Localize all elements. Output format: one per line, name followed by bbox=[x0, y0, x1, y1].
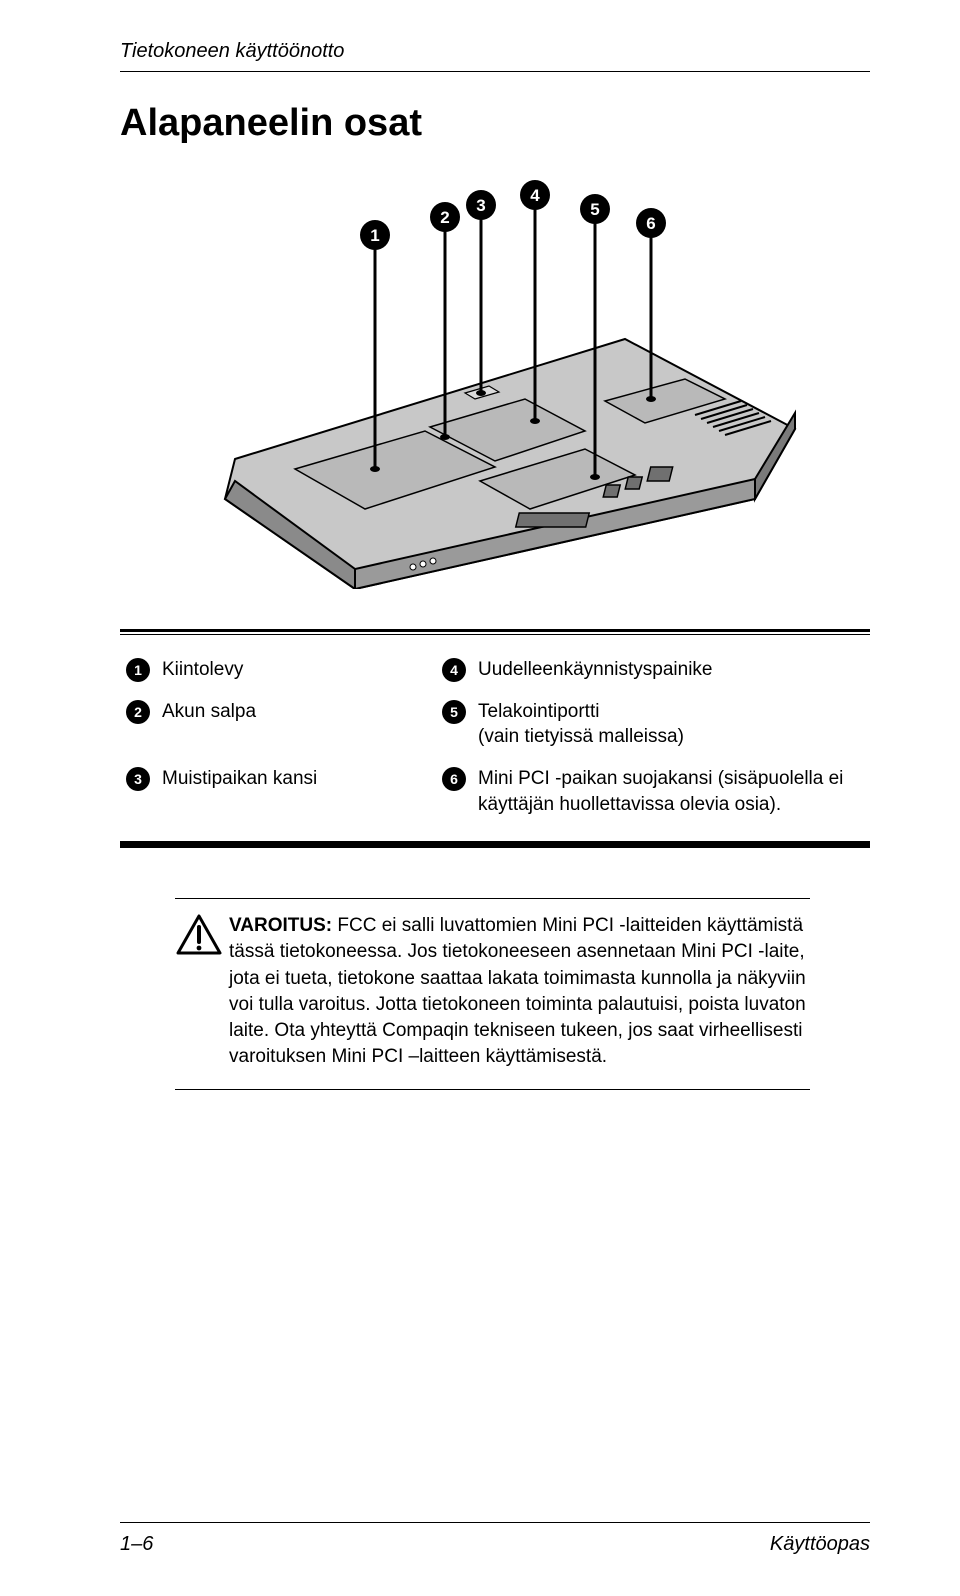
part-number: 2 bbox=[126, 700, 150, 724]
warning-body: FCC ei salli luvattomien Mini PCI -laitt… bbox=[229, 915, 806, 1067]
part-description: Akun salpa bbox=[156, 691, 436, 758]
callout-4: 4 bbox=[530, 186, 540, 205]
callout-3: 3 bbox=[476, 196, 485, 215]
part-number: 5 bbox=[442, 700, 466, 724]
callout-1: 1 bbox=[370, 226, 379, 245]
section-title: Alapaneelin osat bbox=[120, 102, 870, 145]
warning-text: VAROITUS: FCC ei salli luvattomien Mini … bbox=[229, 913, 810, 1070]
part-description: Telakointiportti(vain tietyissä malleiss… bbox=[472, 691, 870, 758]
page-footer: 1–6 Käyttöopas bbox=[120, 1522, 870, 1556]
part-description: Uudelleenkäynnistyspainike bbox=[472, 649, 870, 691]
part-number: 4 bbox=[442, 658, 466, 682]
footer-rule bbox=[120, 1522, 870, 1523]
header-rule bbox=[120, 71, 870, 72]
table-row: 2Akun salpa5Telakointiportti(vain tietyi… bbox=[120, 691, 870, 758]
part-description: Kiintolevy bbox=[156, 649, 436, 691]
part-description: Muistipaikan kansi bbox=[156, 758, 436, 825]
table-top-rule-heavy bbox=[120, 629, 870, 632]
callout-5: 5 bbox=[590, 200, 599, 219]
table-row: 1Kiintolevy4Uudelleenkäynnistyspainike bbox=[120, 649, 870, 691]
part-number: 6 bbox=[442, 767, 466, 791]
diagram-container: 1 2 3 4 5 6 bbox=[120, 169, 870, 589]
table-bottom-rule-heavy bbox=[120, 842, 870, 848]
laptop-bottom-diagram: 1 2 3 4 5 6 bbox=[165, 169, 825, 589]
part-number: 3 bbox=[126, 767, 150, 791]
footer-doc-title: Käyttöopas bbox=[770, 1533, 870, 1556]
page: Tietokoneen käyttöönotto Alapaneelin osa… bbox=[0, 0, 960, 1596]
footer-page-number: 1–6 bbox=[120, 1533, 153, 1556]
warning-block: VAROITUS: FCC ei salli luvattomien Mini … bbox=[175, 898, 810, 1089]
table-row: 3Muistipaikan kansi6Mini PCI -paikan suo… bbox=[120, 758, 870, 825]
parts-table: 1Kiintolevy4Uudelleenkäynnistyspainike2A… bbox=[120, 649, 870, 825]
warning-icon bbox=[175, 913, 225, 962]
warning-top-rule bbox=[175, 898, 810, 899]
table-top-rule-thin bbox=[120, 634, 870, 635]
callout-6: 6 bbox=[646, 214, 655, 233]
page-chapter-header: Tietokoneen käyttöönotto bbox=[120, 40, 870, 63]
callout-2: 2 bbox=[440, 208, 449, 227]
warning-label: VAROITUS: bbox=[229, 915, 332, 936]
part-number: 1 bbox=[126, 658, 150, 682]
warning-bottom-rule bbox=[175, 1089, 810, 1090]
part-description: Mini PCI -paikan suojakansi (sisäpuolell… bbox=[472, 758, 870, 825]
